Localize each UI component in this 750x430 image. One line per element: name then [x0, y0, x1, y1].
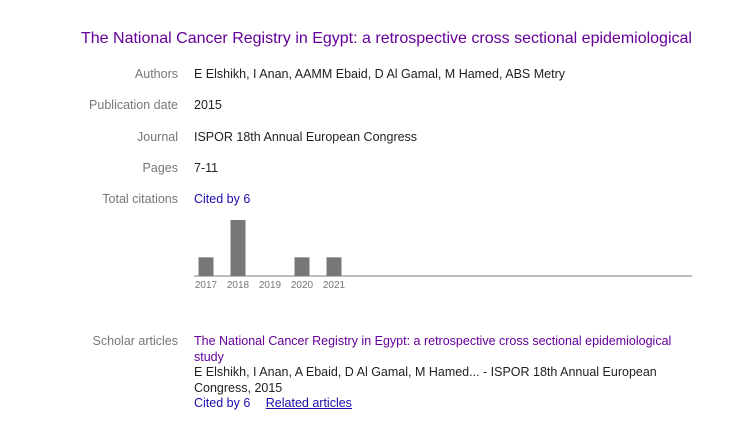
x-tick-label: 2017 [195, 280, 218, 291]
bar [326, 257, 342, 276]
field-label: Journal [137, 130, 178, 144]
field-label: Total citations [102, 192, 178, 206]
related-link[interactable]: Related articles [265, 396, 352, 410]
scholar-authors: E Elshikh, I Anan, A Ebaid, D Al Gamal, … [194, 365, 657, 395]
scholar-title-link[interactable]: The National Cancer Registry in Egypt: a… [194, 334, 672, 364]
field-label: Scholar articles [92, 334, 178, 348]
x-tick-label: 2021 [323, 280, 346, 291]
field-value: 2015 [194, 98, 222, 112]
field-label: Pages [142, 161, 178, 175]
field-value: 7-11 [194, 161, 219, 175]
field-label: Publication date [89, 98, 178, 112]
field-value: ISPOR 18th Annual European Congress [194, 130, 418, 144]
citation-chart: 2017 2018 2019 2020 2021 [194, 220, 692, 291]
cited-by-link[interactable]: Cited by 6 [194, 396, 251, 410]
scholar-links: Cited by 6 Related articles [194, 396, 684, 412]
field-value: E Elshikh, I Anan, AAMM Ebaid, D Al Gama… [194, 67, 565, 81]
field-label: Authors [134, 67, 178, 81]
bar [230, 220, 246, 276]
scholar-article: The National Cancer Registry in Egypt: a… [194, 334, 684, 412]
article-title[interactable]: The National Cancer Registry in Egypt: a… [81, 30, 692, 47]
x-tick-label: 2019 [259, 280, 282, 291]
bar [294, 257, 310, 276]
bar [198, 257, 214, 276]
cited-by-link[interactable]: Cited by 6 [194, 192, 251, 206]
x-tick-label: 2018 [227, 280, 250, 291]
x-tick-label: 2020 [291, 280, 314, 291]
